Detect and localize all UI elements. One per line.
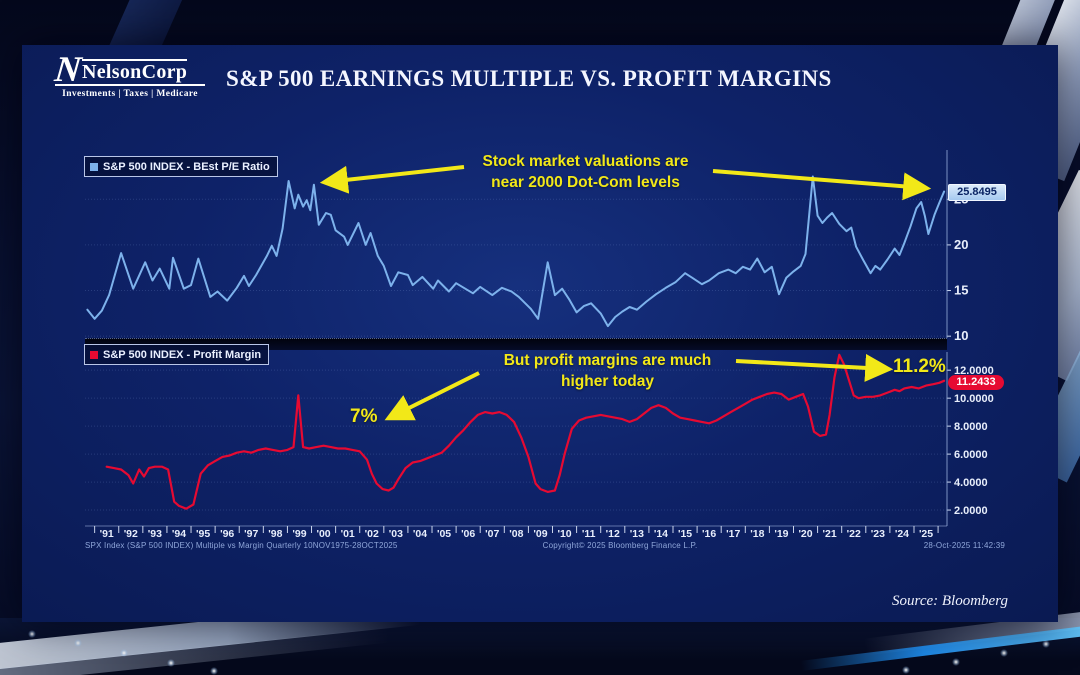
label-7-percent: 7% xyxy=(350,406,378,427)
annotation-valuations: Stock market valuations are near 2000 Do… xyxy=(433,151,738,193)
annotation-margins-line1: But profit margins are much xyxy=(503,352,712,369)
footer-copyright: Copyright© 2025 Bloomberg Finance L.P. xyxy=(542,541,698,550)
page-title: S&P 500 EARNINGS MULTIPLE VS. PROFIT MAR… xyxy=(226,66,832,91)
footer-timestamp: 28-Oct-2025 11:42:39 xyxy=(923,541,1005,550)
floor-light-dot xyxy=(120,649,128,657)
floor-light-dot xyxy=(952,658,960,666)
legend-pe-ratio: S&P 500 INDEX - BEst P/E Ratio xyxy=(84,156,278,177)
floor-light-dot xyxy=(1000,649,1008,657)
nelsoncorp-logo: N NelsonCorp Investments | Taxes | Medic… xyxy=(52,49,215,102)
footer-series-description: SPX Index (S&P 500 INDEX) Multiple vs Ma… xyxy=(85,541,398,550)
chart-panel xyxy=(22,45,1058,622)
pe-last-value-tag: 25.8495 xyxy=(948,184,1006,201)
label-11-percent: 11.2% xyxy=(893,356,946,377)
annotation-margins: But profit margins are much higher today xyxy=(455,350,760,392)
logo-name: NelsonCorp xyxy=(82,59,188,84)
legend-swatch-blue xyxy=(90,162,98,171)
legend-pe-label: S&P 500 INDEX - BEst P/E Ratio xyxy=(103,160,270,173)
logo-tagline: Investments | Taxes | Medicare xyxy=(55,84,205,102)
chart-separator-band xyxy=(85,338,947,350)
nelsoncorp-n-mark: N xyxy=(52,49,84,89)
legend-margin-label: S&P 500 INDEX - Profit Margin xyxy=(103,348,262,361)
margin-last-value-tag: 11.2433 xyxy=(948,375,1004,390)
floor-light-dot xyxy=(902,666,910,674)
legend-profit-margin: S&P 500 INDEX - Profit Margin xyxy=(84,344,270,365)
floor-light-dot xyxy=(74,639,82,647)
floor-light-dot xyxy=(1042,640,1050,648)
floor-light-dot xyxy=(28,630,36,638)
floor-light-dot xyxy=(210,667,218,675)
annotation-valuations-line2: near 2000 Dot-Com levels xyxy=(491,174,680,191)
floor-light-dot xyxy=(167,659,175,667)
annotation-valuations-line1: Stock market valuations are xyxy=(482,153,689,170)
annotation-margins-line2: higher today xyxy=(560,373,654,390)
legend-swatch-red xyxy=(90,350,98,359)
source-credit: Source: Bloomberg xyxy=(892,593,1008,609)
